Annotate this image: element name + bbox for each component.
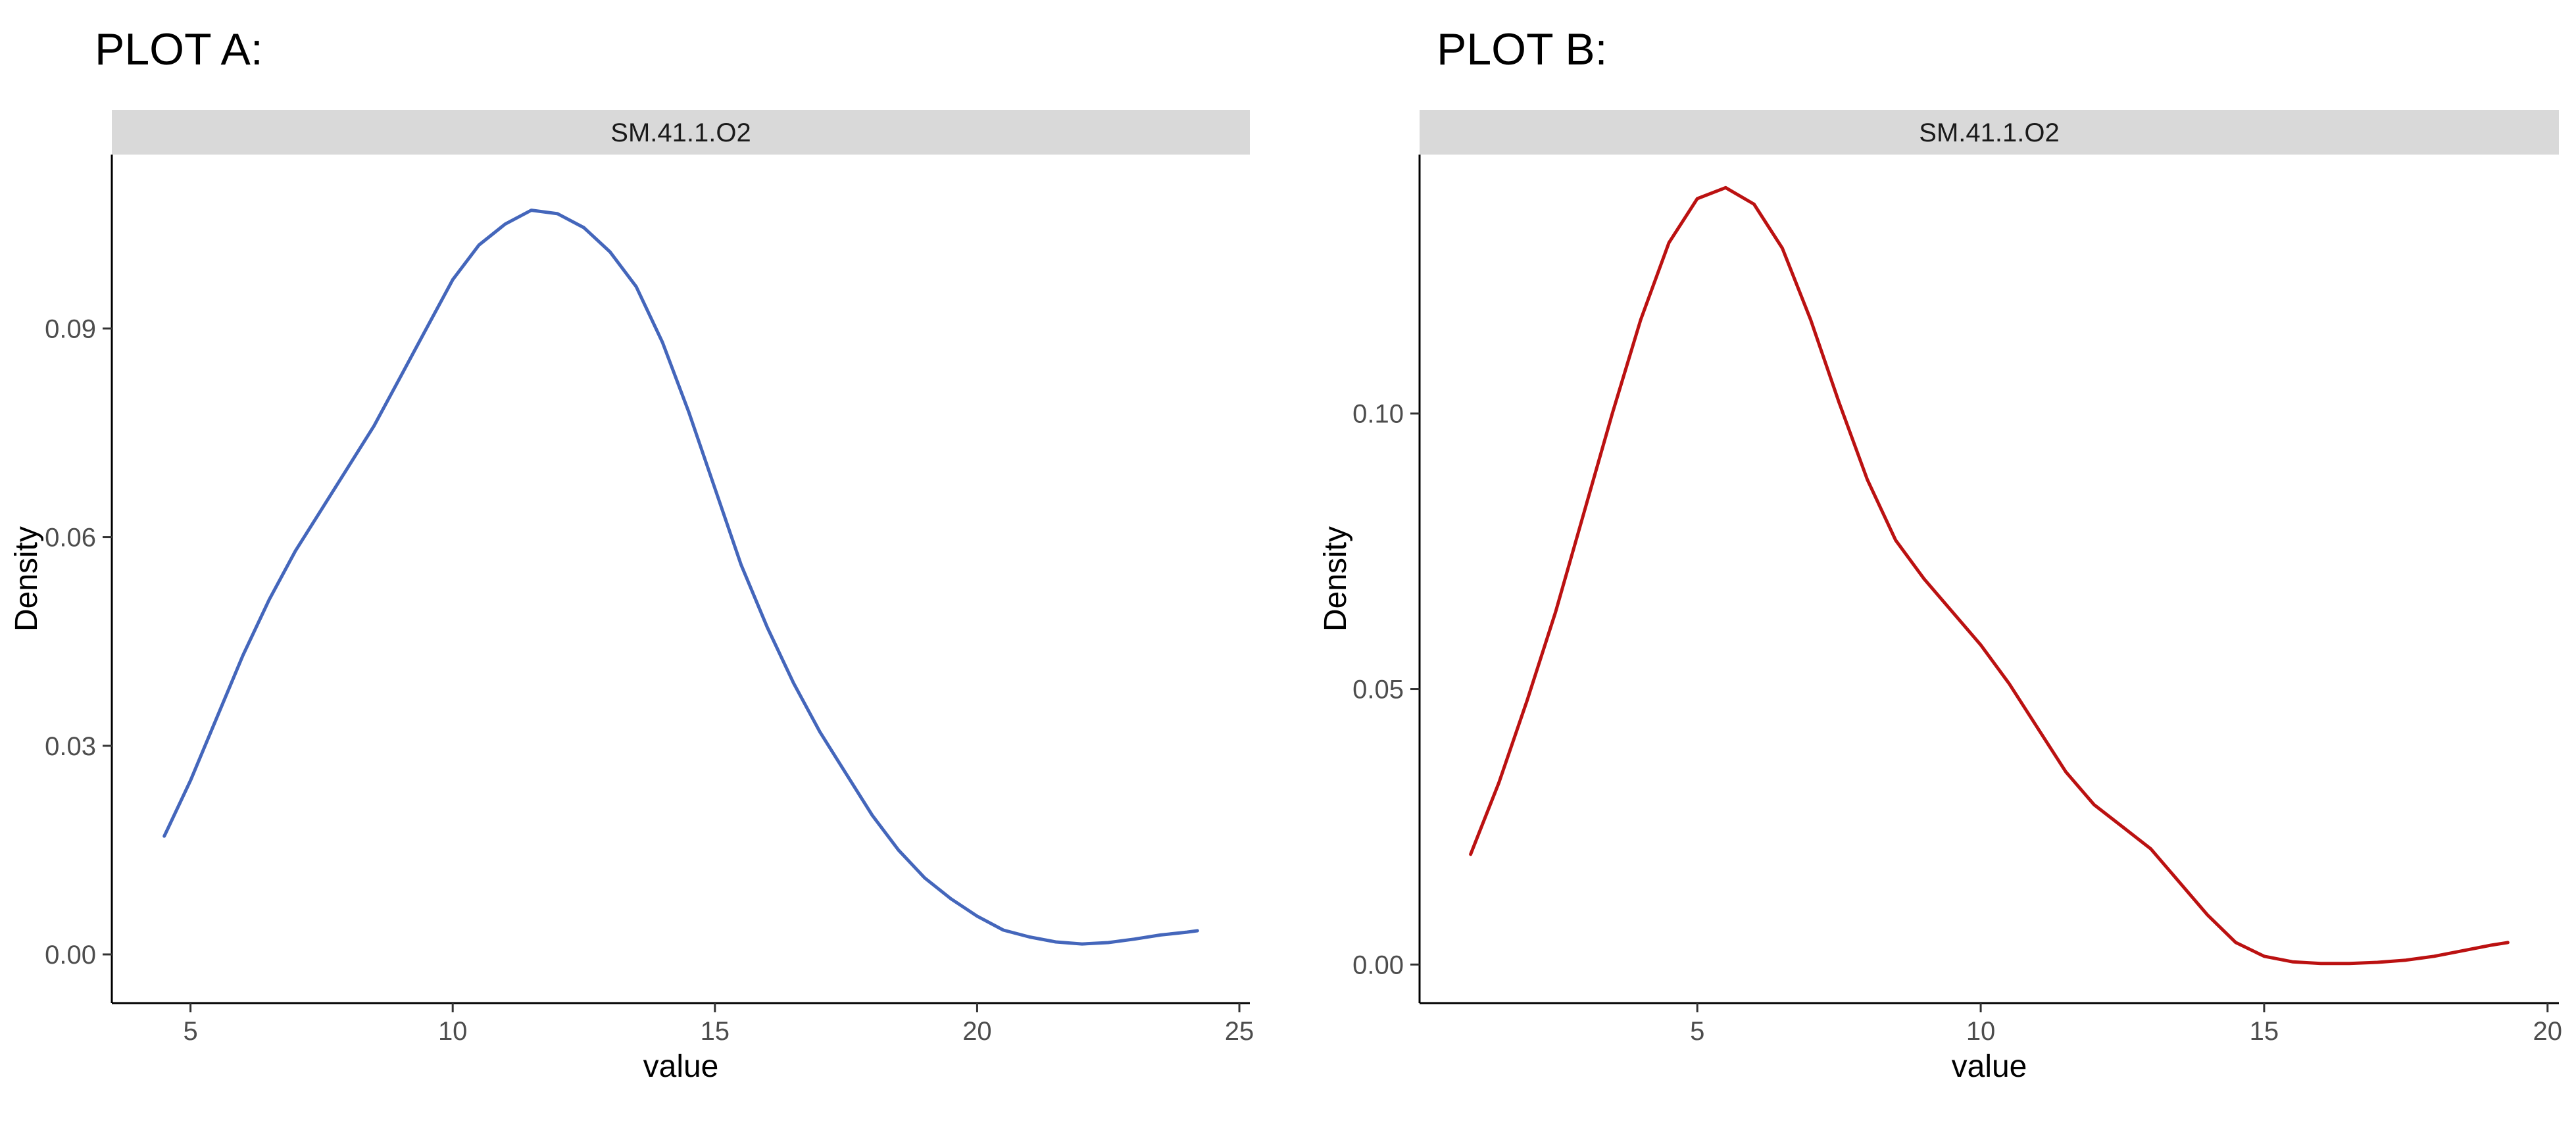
chart-a-x-tick-label: 25 bbox=[1225, 1017, 1254, 1046]
chart-b-x-tick-label: 5 bbox=[1690, 1017, 1704, 1046]
chart-a-y-tick-label: 0.03 bbox=[45, 732, 96, 761]
chart-a-density-line bbox=[162, 209, 1199, 946]
chart-b-strip bbox=[1420, 110, 2559, 155]
chart-b-density-line bbox=[1469, 185, 2510, 966]
chart-a-x-axis-title: value bbox=[643, 1049, 719, 1084]
chart-a-x-tick-label: 15 bbox=[701, 1017, 730, 1046]
chart-a-strip bbox=[112, 110, 1250, 155]
chart-a-y-tick-label: 0.06 bbox=[45, 524, 96, 553]
plot-b-heading: PLOT B: bbox=[1437, 24, 1608, 74]
chart-b-x-tick-label: 10 bbox=[1966, 1017, 1996, 1046]
chart-b-y-axis-title: Density bbox=[1318, 526, 1353, 631]
chart-a-x-tick-label: 10 bbox=[438, 1017, 468, 1046]
chart-a-x-tick-label: 5 bbox=[183, 1017, 197, 1046]
chart-b-y-tick-label: 0.10 bbox=[1352, 400, 1404, 429]
chart-b-x-axis-title: value bbox=[1952, 1049, 2027, 1084]
chart-b-x-tick-label: 15 bbox=[2250, 1017, 2279, 1046]
chart-b-y-tick-label: 0.05 bbox=[1352, 676, 1404, 704]
chart-b-y-tick-label: 0.00 bbox=[1352, 950, 1404, 979]
chart-b-x-tick-label: 20 bbox=[2533, 1017, 2563, 1046]
chart-a-y-tick-label: 0.00 bbox=[45, 941, 96, 970]
chart-b-strip-label: SM.41.1.O2 bbox=[1919, 118, 2059, 147]
plot-b-chart: SM.41.1.O2 5 10 15 20 0.00 0.05 0.10 value Densit… bbox=[1318, 110, 2563, 1084]
plot-a-chart: SM.41.1.O2 5 10 15 20 25 0.00 0.03 0.06 0.09 value… bbox=[9, 110, 1254, 1084]
chart-a-y-axis-title: Density bbox=[9, 526, 44, 631]
chart-a-y-tick-label: 0.09 bbox=[45, 314, 96, 343]
plot-a-heading: PLOT A: bbox=[95, 24, 263, 74]
chart-a-strip-label: SM.41.1.O2 bbox=[610, 118, 751, 147]
chart-a-x-tick-label: 20 bbox=[962, 1017, 992, 1046]
